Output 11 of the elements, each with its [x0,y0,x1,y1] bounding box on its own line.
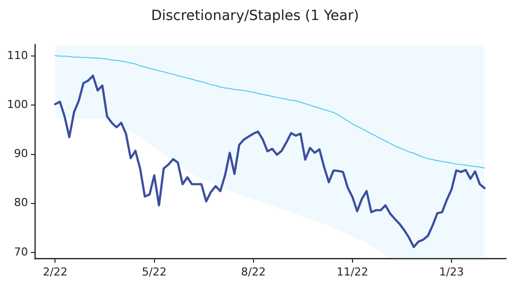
x-tick-label: 2/22 [42,265,68,278]
y-tick-label: 110 [6,48,28,62]
chart-title: Discretionary/Staples (1 Year) [151,8,359,24]
y-tick-label: 90 [14,147,28,160]
y-tick-label: 100 [6,98,28,112]
x-tick-label: 11/22 [336,265,368,278]
x-tick-label: 1/23 [439,265,464,278]
x-tick-label: 5/22 [142,265,167,278]
x-tick-label: 8/22 [240,265,266,278]
y-tick-label: 70 [14,245,28,258]
y-tick-label: 80 [14,196,28,210]
